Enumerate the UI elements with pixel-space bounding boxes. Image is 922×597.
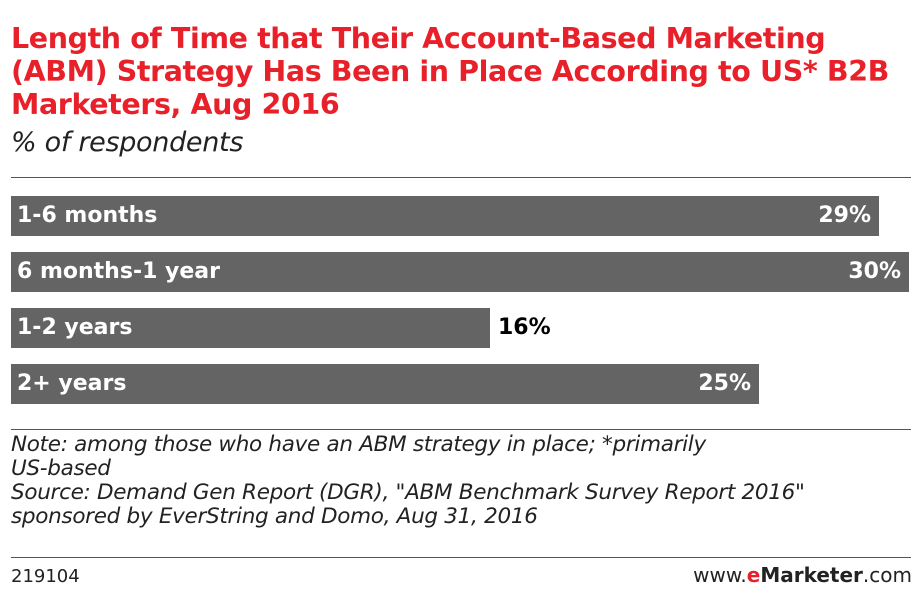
footer-divider [11,557,911,558]
brand-name: Marketer [760,563,863,587]
source-line: Source: Demand Gen Report (DGR), "ABM Be… [11,480,805,505]
bar [11,196,879,236]
bar-category-label: 6 months-1 year [17,259,220,284]
bar [11,252,909,292]
source-line: sponsored by EverString and Domo, Aug 31… [11,504,538,529]
chart-subtitle: % of respondents [11,127,244,158]
bar-row: 1-2 years 16% [11,308,911,348]
bar-category-label: 2+ years [17,371,127,396]
brand-e: e [746,563,761,587]
chart-notes: Note: among those who have an ABM strate… [11,433,911,529]
bar [11,364,759,404]
chart-title: Length of Time that Their Account-Based … [11,22,889,121]
bar-row: 1-6 months 29% [11,196,911,236]
bar-row: 6 months-1 year 30% [11,252,911,292]
bar-category-label: 1-6 months [17,203,158,228]
top-divider [11,177,911,178]
note-line: Note: among those who have an ABM strate… [11,432,706,457]
notes-divider [11,429,911,430]
bar-chart: 1-6 months 29% 6 months-1 year 30% 1-2 years… [11,196,911,408]
bar-category-label: 1-2 years [17,315,133,340]
brand-prefix: www. [693,563,747,587]
bar-row: 2+ years 25% [11,364,911,404]
brand-suffix: .com [862,563,912,587]
bar-value-label: 29% [818,203,871,228]
bar-value-label: 25% [698,371,751,396]
bar-value-label: 30% [848,259,901,284]
bar-value-label: 16% [498,315,551,340]
chart-id: 219104 [11,566,80,587]
note-line: US-based [11,456,111,481]
bar [11,308,490,348]
brand-logo: www.eMarketer.com [693,563,912,587]
